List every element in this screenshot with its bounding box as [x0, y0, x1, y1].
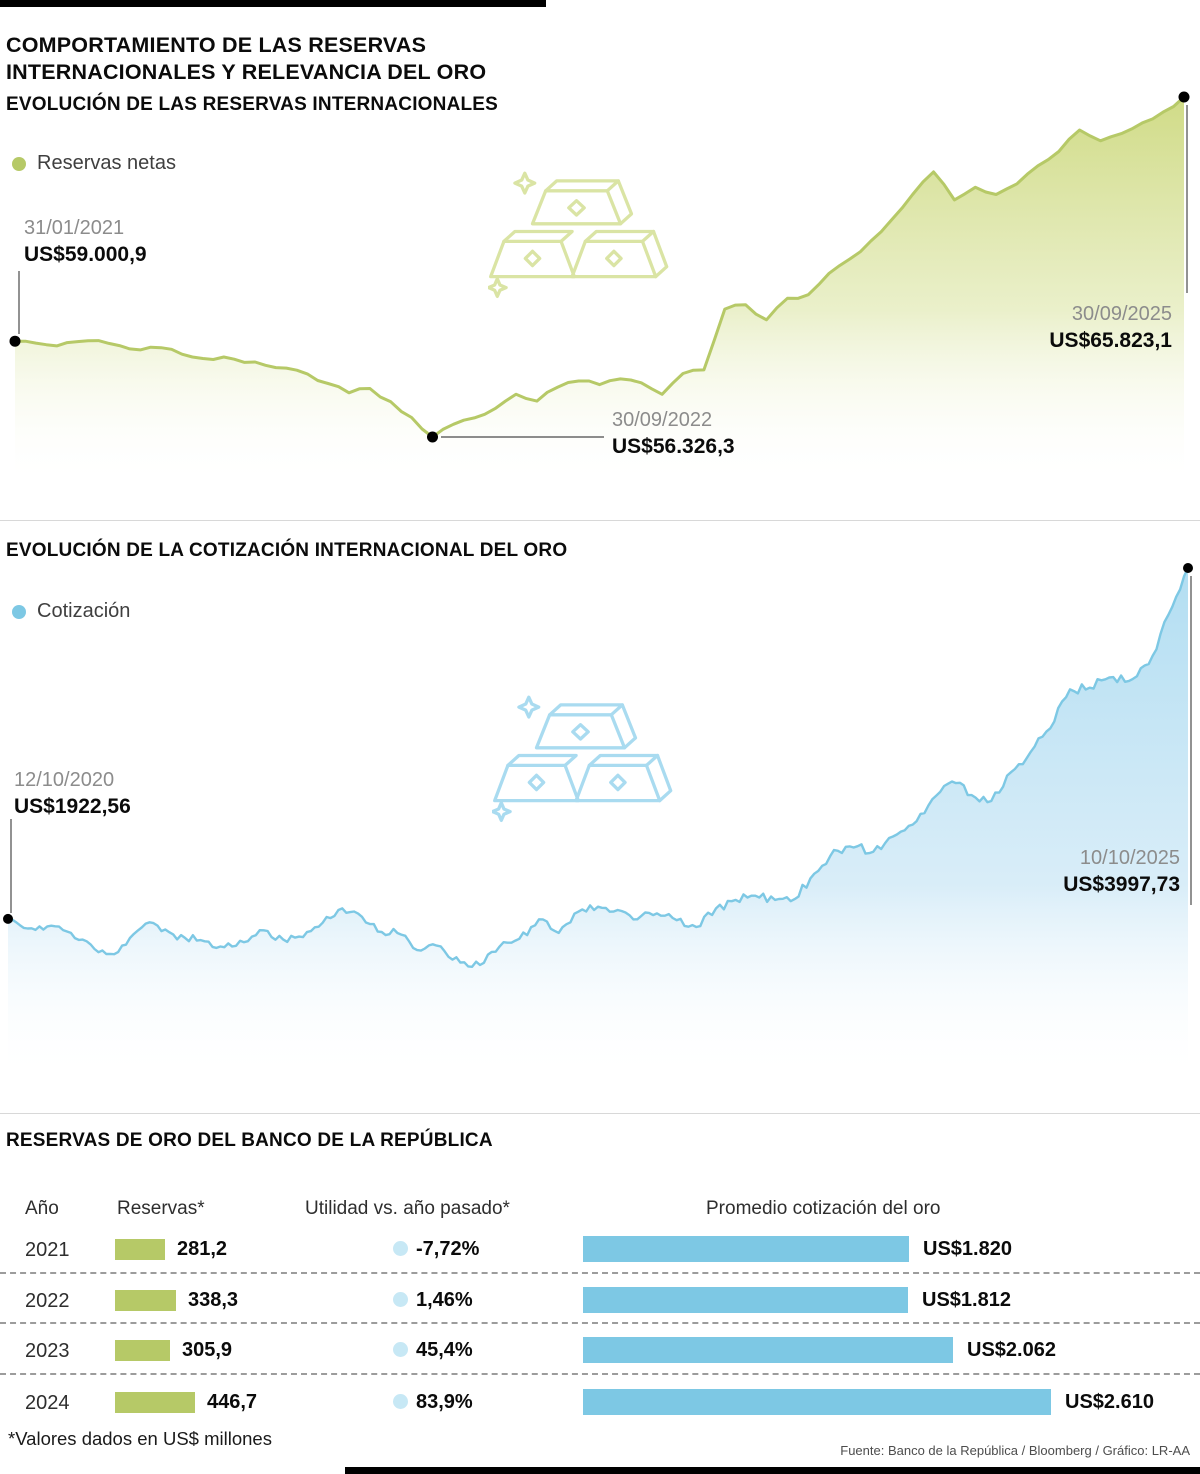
annotation-date: 31/01/2021 [24, 217, 125, 239]
section-title-reservas: EVOLUCIÓN DE LAS RESERVAS INTERNACIONALE… [6, 94, 499, 115]
annotation-value: US$65.823,1 [1049, 329, 1172, 352]
footnote: *Valores dados en US$ millones [8, 1428, 272, 1449]
page-title: COMPORTAMIENTO DE LAS RESERVAS INTERNACI… [6, 33, 487, 85]
row-separator [0, 1272, 1200, 1274]
col-header-ano: Año [25, 1198, 59, 1219]
year-label: 2021 [25, 1239, 70, 1261]
utilidad-dot [393, 1394, 408, 1409]
annotation-value: US$59.000,9 [24, 243, 147, 266]
promedio-value: US$2.062 [967, 1339, 1056, 1361]
area-fill [15, 97, 1184, 485]
annotation-end: 10/10/2025 US$3997,73 [1063, 845, 1180, 898]
year-label: 2022 [25, 1290, 70, 1312]
reservas-bar [115, 1392, 195, 1413]
data-line [15, 95, 1186, 439]
reservas-value: 305,9 [182, 1339, 233, 1361]
data-point-marker [1183, 563, 1193, 573]
year-label: 2024 [25, 1392, 70, 1414]
legend-dot-blue [12, 604, 26, 619]
reservas-value: 281,2 [177, 1238, 228, 1260]
annotation-min: 30/09/2022 US$56.326,3 [612, 407, 735, 460]
data-line [7, 567, 1190, 968]
data-point-marker [427, 431, 438, 443]
section-divider [0, 520, 1200, 521]
utilidad-value: 45,4% [416, 1339, 473, 1361]
reservas-bar [115, 1239, 165, 1260]
col-header-reservas: Reservas* [117, 1198, 205, 1219]
promedio-value: US$1.812 [922, 1289, 1011, 1311]
data-point-marker [3, 913, 13, 924]
annotation-date: 30/09/2022 [612, 409, 713, 431]
gold-bars-icon [488, 171, 669, 299]
utilidad-value: 1,46% [416, 1289, 473, 1311]
col-header-utilidad: Utilidad vs. año pasado* [305, 1198, 510, 1219]
gold-bars-icon [492, 695, 673, 823]
cotizacion-line-chart [3, 563, 1193, 1080]
table-row: 2024 446,7 83,9% US$2.610 [0, 1383, 1200, 1427]
promedio-value: US$1.820 [923, 1238, 1012, 1260]
area-fill [8, 568, 1188, 1080]
bottom-accent-bar [345, 1467, 1200, 1474]
promedio-bar [583, 1236, 909, 1262]
data-point-marker [1178, 91, 1190, 103]
utilidad-dot [393, 1292, 408, 1307]
reservas-bar [115, 1290, 176, 1311]
promedio-bar [583, 1287, 908, 1313]
section-divider [0, 1113, 1200, 1114]
annotation-value: US$3997,73 [1063, 873, 1180, 896]
table-row: 2023 305,9 45,4% US$2.062 [0, 1331, 1200, 1375]
year-label: 2023 [25, 1340, 70, 1362]
legend-label: Reservas netas [37, 152, 176, 174]
table-row: 2021 281,2 -7,72% US$1.820 [0, 1230, 1200, 1274]
data-point-marker [9, 335, 21, 347]
promedio-bar [583, 1389, 1051, 1415]
row-separator [0, 1373, 1200, 1375]
utilidad-value: -7,72% [416, 1238, 480, 1260]
legend-label: Cotización [37, 600, 131, 622]
utilidad-dot [393, 1241, 408, 1256]
annotation-date: 10/10/2025 [1079, 847, 1180, 869]
utilidad-value: 83,9% [416, 1391, 473, 1413]
promedio-bar [583, 1337, 953, 1363]
table-header: Año Reservas* Utilidad vs. año pasado* P… [0, 1198, 1200, 1224]
reservas-value: 338,3 [188, 1289, 239, 1311]
section-title-cotizacion: EVOLUCIÓN DE LA COTIZACIÓN INTERNACIONAL… [6, 540, 568, 561]
source-credit: Fuente: Banco de la República / Bloomber… [840, 1443, 1190, 1458]
promedio-value: US$2.610 [1065, 1391, 1154, 1413]
reservas-value: 446,7 [207, 1391, 258, 1413]
annotation-start: 12/10/2020 US$1922,56 [14, 767, 131, 820]
section-title-tabla: RESERVAS DE ORO DEL BANCO DE LA REPÚBLIC… [6, 1130, 493, 1151]
top-accent-bar [0, 0, 546, 7]
legend-dot-green [12, 156, 26, 171]
reservas-chart-area: 31/01/2021 US$59.000,9 30/09/2022 US$56.… [0, 85, 1200, 485]
row-separator [0, 1322, 1200, 1324]
annotation-value: US$1922,56 [14, 795, 131, 818]
annotation-value: US$56.326,3 [612, 435, 735, 458]
annotation-end: 30/09/2025 US$65.823,1 [1049, 301, 1172, 354]
legend-cotizacion: Cotización [12, 600, 130, 623]
annotation-start: 31/01/2021 US$59.000,9 [24, 215, 147, 268]
legend-reservas: Reservas netas [12, 152, 176, 175]
annotation-date: 12/10/2020 [14, 769, 115, 791]
reservas-bar [115, 1340, 170, 1361]
cotizacion-chart-area: 12/10/2020 US$1922,56 10/10/2025 US$3997… [0, 555, 1200, 1085]
col-header-promedio: Promedio cotización del oro [706, 1198, 941, 1219]
utilidad-dot [393, 1342, 408, 1357]
annotation-date: 30/09/2025 [1071, 303, 1172, 325]
table-row: 2022 338,3 1,46% US$1.812 [0, 1281, 1200, 1325]
reservas-line-chart [9, 91, 1190, 485]
